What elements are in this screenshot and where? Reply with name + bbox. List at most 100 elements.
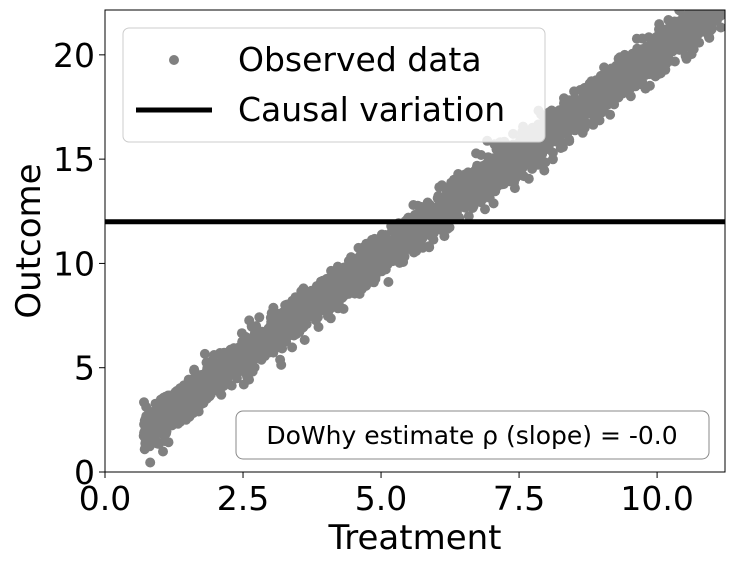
data-point <box>707 0 717 5</box>
y-tick-label: 5 <box>74 349 95 388</box>
data-point <box>707 0 717 4</box>
data-point <box>599 76 609 86</box>
data-point <box>280 300 290 310</box>
data-point <box>179 380 189 390</box>
data-point <box>373 249 383 259</box>
data-point <box>622 59 632 69</box>
data-point <box>682 15 692 25</box>
data-point <box>703 0 713 9</box>
data-point <box>401 244 411 254</box>
y-tick-label: 10 <box>53 244 95 283</box>
data-point <box>139 431 149 441</box>
data-point <box>370 274 380 284</box>
data-point <box>707 0 717 7</box>
data-point <box>243 341 253 351</box>
data-point <box>345 276 355 286</box>
data-point <box>291 292 301 302</box>
data-point <box>645 58 655 68</box>
data-point <box>713 1 723 11</box>
data-point <box>165 391 175 401</box>
annotation-text: DoWhy estimate ρ (slope) = -0.0 <box>266 421 677 450</box>
data-point <box>303 304 313 314</box>
data-point <box>690 34 700 44</box>
data-point <box>715 0 725 8</box>
data-point <box>182 403 192 413</box>
y-axis-label: Outcome <box>9 163 49 318</box>
data-point <box>570 125 580 135</box>
data-point <box>200 349 210 359</box>
x-tick-label: 7.5 <box>493 479 545 518</box>
data-point <box>714 0 724 7</box>
data-point <box>704 0 714 10</box>
data-point <box>476 150 486 160</box>
data-point <box>718 0 728 8</box>
data-point <box>537 149 547 159</box>
data-point <box>239 364 249 374</box>
annotation: DoWhy estimate ρ (slope) = -0.0 <box>236 411 709 459</box>
data-point <box>267 308 277 318</box>
data-point <box>711 0 721 4</box>
data-point <box>516 152 526 162</box>
data-point <box>315 285 325 295</box>
data-point <box>235 351 245 361</box>
data-point <box>152 439 162 449</box>
data-point <box>410 210 420 220</box>
data-point <box>607 70 617 80</box>
data-point <box>709 0 719 7</box>
data-point <box>631 58 641 68</box>
data-point <box>644 47 654 57</box>
data-point <box>382 239 392 249</box>
data-point <box>408 200 418 210</box>
data-point <box>139 397 149 407</box>
data-point <box>647 34 657 44</box>
data-point <box>523 145 533 155</box>
data-point <box>711 0 721 2</box>
data-point <box>715 0 725 7</box>
data-point <box>493 164 503 174</box>
data-point <box>711 1 721 11</box>
x-tick-label: 5.0 <box>355 479 407 518</box>
data-point <box>237 328 247 338</box>
data-point <box>478 171 488 181</box>
data-point <box>586 106 596 116</box>
legend-label-observed: Observed data <box>238 40 482 79</box>
data-point <box>425 203 435 213</box>
data-point <box>330 286 340 296</box>
data-point <box>710 0 720 8</box>
data-point <box>206 363 216 373</box>
data-point <box>509 178 519 188</box>
data-point <box>334 299 344 309</box>
legend-marker-observed <box>169 55 179 65</box>
data-point <box>148 416 158 426</box>
data-point <box>449 198 459 208</box>
data-point <box>182 392 192 402</box>
data-point <box>145 458 155 468</box>
data-point <box>203 387 213 397</box>
data-point <box>703 0 713 6</box>
data-point <box>463 194 473 204</box>
data-point <box>682 54 692 64</box>
data-point <box>488 153 498 163</box>
data-point <box>292 310 302 320</box>
data-point <box>718 0 728 3</box>
data-point <box>487 177 497 187</box>
data-point <box>335 276 345 286</box>
data-point <box>706 1 716 11</box>
data-point <box>294 327 304 337</box>
data-point <box>709 0 719 6</box>
data-point <box>223 362 233 372</box>
y-tick-label: 15 <box>53 140 95 179</box>
data-point <box>547 116 557 126</box>
data-point <box>682 0 692 9</box>
data-point <box>705 1 715 11</box>
data-point <box>275 338 285 348</box>
data-point <box>271 322 281 332</box>
data-point <box>702 0 712 9</box>
data-point <box>705 1 715 11</box>
data-point <box>580 123 590 133</box>
data-point <box>437 201 447 211</box>
data-point <box>360 247 370 257</box>
